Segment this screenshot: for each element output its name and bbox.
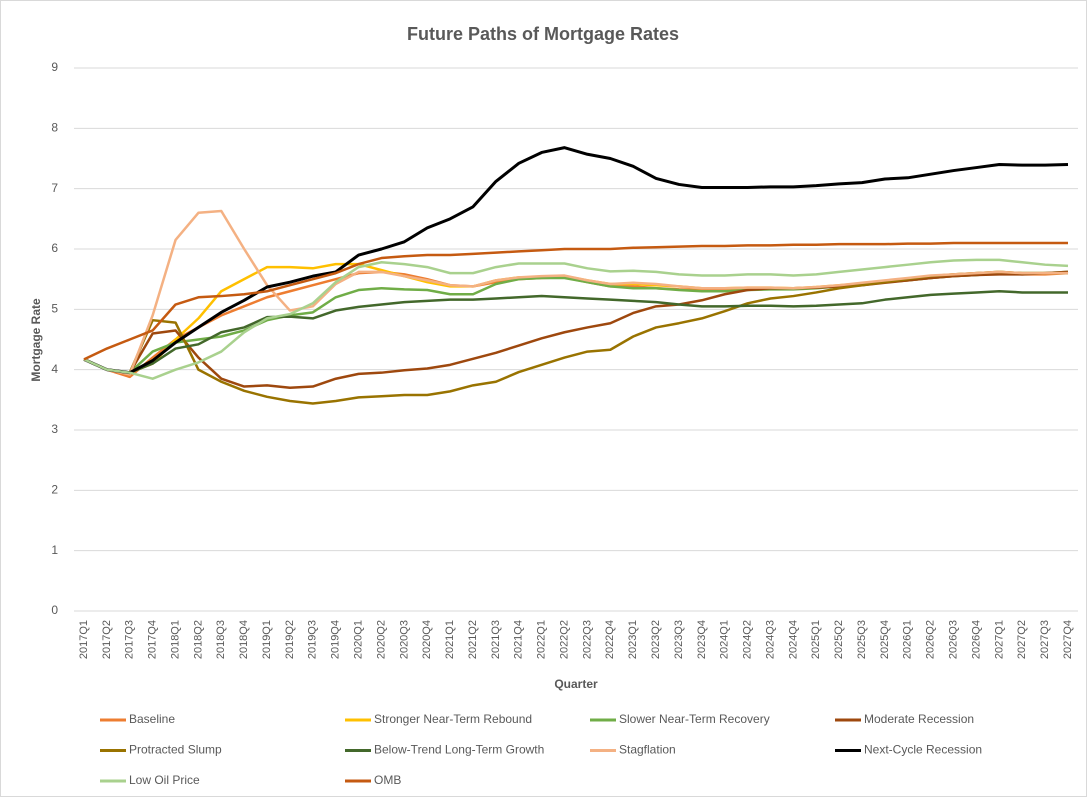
x-tick-label: 2027Q3: [1039, 620, 1051, 659]
x-tick-label: 2024Q2: [742, 620, 754, 659]
x-tick-label: 2018Q4: [238, 620, 250, 659]
x-tick-label: 2020Q1: [353, 620, 365, 659]
y-tick-label: 9: [51, 60, 58, 74]
x-tick-label: 2021Q4: [513, 620, 525, 659]
x-tick-label: 2018Q3: [215, 620, 227, 659]
x-tick-label: 2022Q3: [581, 620, 593, 659]
x-tick-label: 2020Q2: [375, 620, 387, 659]
x-tick-label: 2025Q4: [879, 620, 891, 659]
y-axis-title: Mortgage Rate: [29, 298, 43, 382]
series-line: [83, 209, 1068, 376]
legend-label: Baseline: [129, 712, 175, 726]
x-tick-label: 2023Q3: [673, 620, 685, 659]
y-tick-label: 8: [51, 121, 58, 135]
series-line: [83, 241, 1068, 361]
x-tick-label: 2019Q4: [330, 620, 342, 659]
x-tick-label: 2024Q4: [787, 620, 799, 659]
x-tick-label: 2022Q2: [558, 620, 570, 659]
y-tick-label: 2: [51, 483, 58, 497]
x-tick-label: 2024Q1: [719, 620, 731, 659]
x-tick-label: 2017Q2: [101, 620, 113, 659]
legend-label: Low Oil Price: [129, 773, 200, 787]
series-line: [83, 146, 1069, 375]
x-tick-label: 2021Q3: [490, 620, 502, 659]
y-tick-label: 0: [51, 603, 58, 617]
legend-label: Stagflation: [619, 743, 676, 757]
x-axis-title: Quarter: [554, 677, 598, 691]
legend-label: Below-Trend Long-Term Growth: [374, 743, 544, 757]
legend-label: Slower Near-Term Recovery: [619, 712, 770, 726]
x-tick-label: 2017Q3: [124, 620, 136, 659]
series-line: [83, 270, 1068, 405]
y-tick-label: 4: [51, 362, 58, 376]
x-tick-label: 2025Q2: [833, 620, 845, 659]
x-tick-label: 2020Q4: [421, 620, 433, 659]
x-tick-label: 2018Q1: [169, 620, 181, 659]
x-tick-label: 2025Q1: [810, 620, 822, 659]
x-tick-label: 2027Q1: [993, 620, 1005, 659]
x-tick-label: 2027Q4: [1062, 620, 1074, 659]
y-tick-label: 5: [51, 302, 58, 316]
y-tick-label: 6: [51, 241, 58, 255]
legend-label: Stronger Near-Term Rebound: [374, 712, 532, 726]
x-tick-label: 2019Q3: [307, 620, 319, 659]
series-line: [83, 258, 1069, 380]
y-tick-label: 1: [51, 543, 58, 557]
x-tick-label: 2021Q2: [467, 620, 479, 659]
x-tick-label: 2026Q2: [925, 620, 937, 659]
x-tick-label: 2017Q1: [78, 620, 90, 659]
x-tick-label: 2026Q1: [902, 620, 914, 659]
x-tick-label: 2027Q2: [1016, 620, 1028, 659]
x-tick-label: 2020Q3: [398, 620, 410, 659]
y-tick-label: 7: [51, 181, 58, 195]
x-tick-label: 2018Q2: [192, 620, 204, 659]
x-tick-label: 2023Q2: [650, 620, 662, 659]
x-tick-label: 2026Q4: [970, 620, 982, 659]
x-tick-label: 2026Q3: [947, 620, 959, 659]
x-tick-label: 2019Q2: [284, 620, 296, 659]
y-tick-label: 3: [51, 422, 58, 436]
legend-label: OMB: [374, 773, 401, 787]
x-tick-label: 2025Q3: [856, 620, 868, 659]
legend-label: Next-Cycle Recession: [864, 743, 982, 757]
x-tick-label: 2023Q4: [696, 620, 708, 659]
x-tick-label: 2019Q1: [261, 620, 273, 659]
x-tick-label: 2017Q4: [147, 620, 159, 659]
x-tick-label: 2023Q1: [627, 620, 639, 659]
legend-label: Moderate Recession: [864, 712, 974, 726]
x-tick-label: 2022Q1: [536, 620, 548, 659]
series-line: [83, 289, 1068, 374]
chart-title: Future Paths of Mortgage Rates: [407, 24, 679, 44]
x-tick-label: 2024Q3: [764, 620, 776, 659]
x-tick-label: 2022Q4: [604, 620, 616, 659]
legend-label: Protracted Slump: [129, 743, 222, 757]
x-tick-label: 2021Q1: [444, 620, 456, 659]
